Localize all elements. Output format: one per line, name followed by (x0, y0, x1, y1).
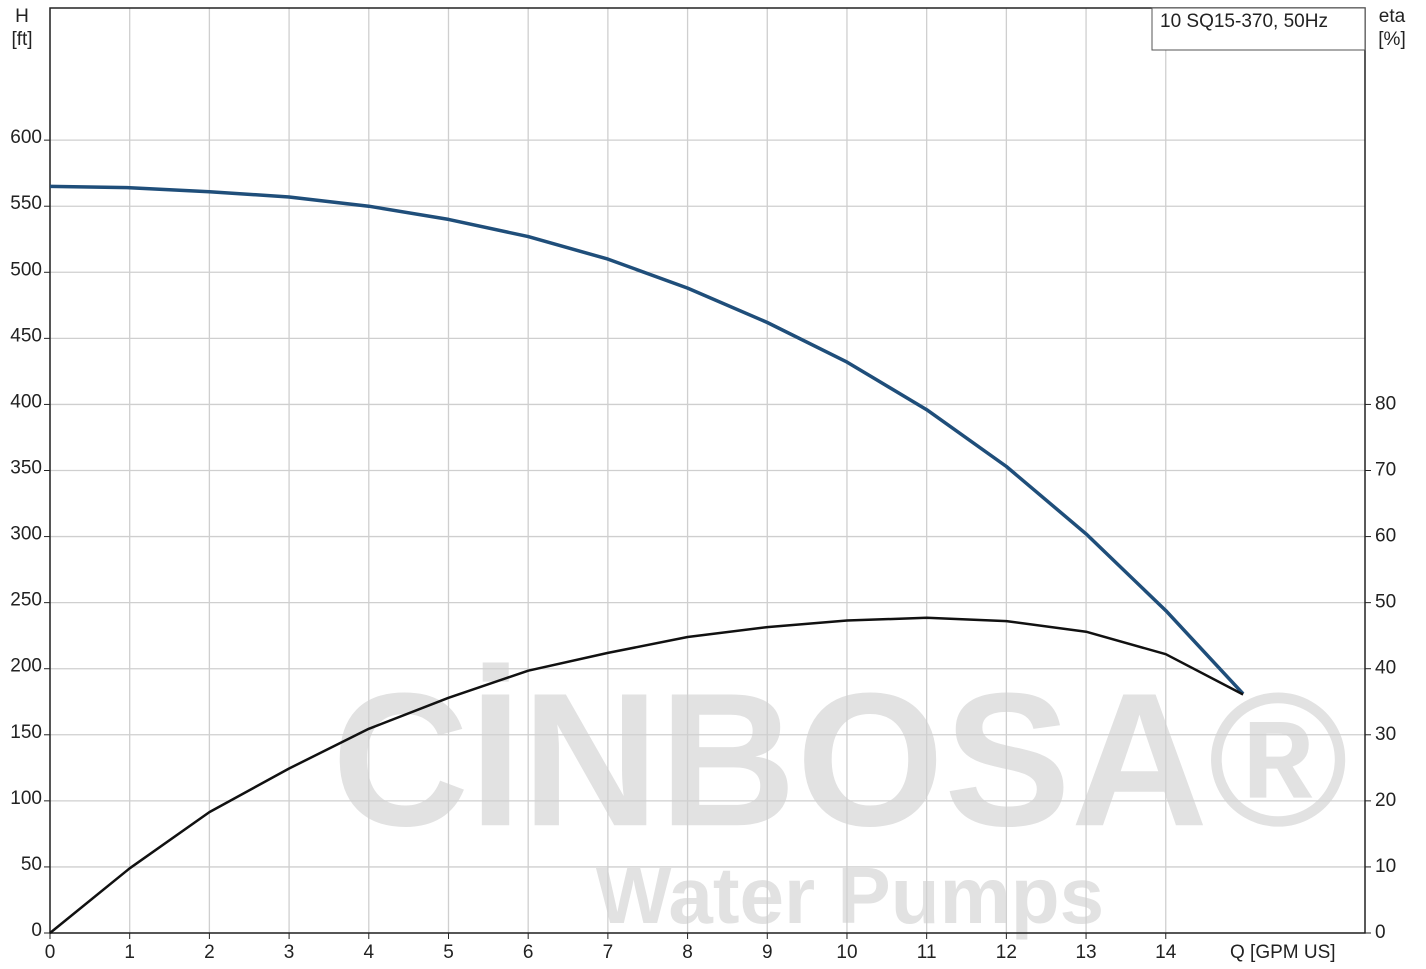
y-tick-label: 350 (10, 458, 42, 479)
x-tick-label: 9 (762, 942, 773, 963)
y-tick-label: 400 (10, 391, 42, 412)
y2-unit: [%] (1378, 29, 1405, 50)
x-tick-label: 4 (363, 942, 374, 963)
x-tick-label: 7 (603, 942, 614, 963)
y-tick-label: 300 (10, 524, 42, 545)
y-unit: [ft] (11, 29, 32, 50)
series-line (49, 184, 1245, 695)
y-tick-label: 600 (10, 127, 42, 148)
x-tick-label: 5 (443, 942, 454, 963)
y2-tick-label: 20 (1375, 790, 1396, 811)
y2-tick-label: 30 (1375, 724, 1396, 745)
y-tick-label: 150 (10, 722, 42, 743)
watermark: CİNBOSA® (332, 654, 1348, 866)
y2-tick-label: 70 (1375, 460, 1396, 481)
y2-tick-label: 10 (1375, 856, 1396, 877)
x-tick-label: 6 (523, 942, 534, 963)
legend-title: 10 SQ15-370, 50Hz (1160, 11, 1328, 32)
y-tick-label: 500 (10, 259, 42, 280)
x-label: Q [GPM US] (1230, 942, 1336, 963)
y-tick-label: 0 (31, 920, 42, 941)
x-tick-label: 11 (917, 942, 937, 963)
watermark-sub: Water Pumps (596, 851, 1104, 940)
x-tick-label: 13 (1075, 942, 1096, 963)
y2-tick-label: 0 (1375, 922, 1386, 943)
y2-tick-label: 60 (1375, 526, 1396, 547)
y-tick-label: 550 (10, 193, 42, 214)
x-tick-label: 12 (996, 942, 1017, 963)
x-tick-label: 8 (682, 942, 693, 963)
x-tick-label: 14 (1155, 942, 1177, 963)
legend-box (1151, 7, 1366, 51)
y-tick-label: 450 (10, 325, 42, 346)
y-label: H (15, 6, 29, 27)
y-tick-label: 50 (21, 854, 42, 875)
y2-tick-label: 40 (1375, 658, 1396, 679)
y-tick-label: 250 (10, 590, 42, 611)
x-tick-label: 0 (45, 942, 56, 963)
x-tick-label: 3 (284, 942, 295, 963)
y2-tick-label: 50 (1375, 592, 1396, 613)
y2-tick-label: 80 (1375, 393, 1396, 414)
x-tick-label: 10 (836, 942, 857, 963)
x-tick-label: 2 (204, 942, 215, 963)
y-tick-label: 200 (10, 656, 42, 677)
y-tick-label: 100 (10, 788, 42, 809)
y2-label: eta (1379, 6, 1406, 27)
series-line (49, 616, 1244, 934)
x-tick-label: 1 (124, 942, 135, 963)
